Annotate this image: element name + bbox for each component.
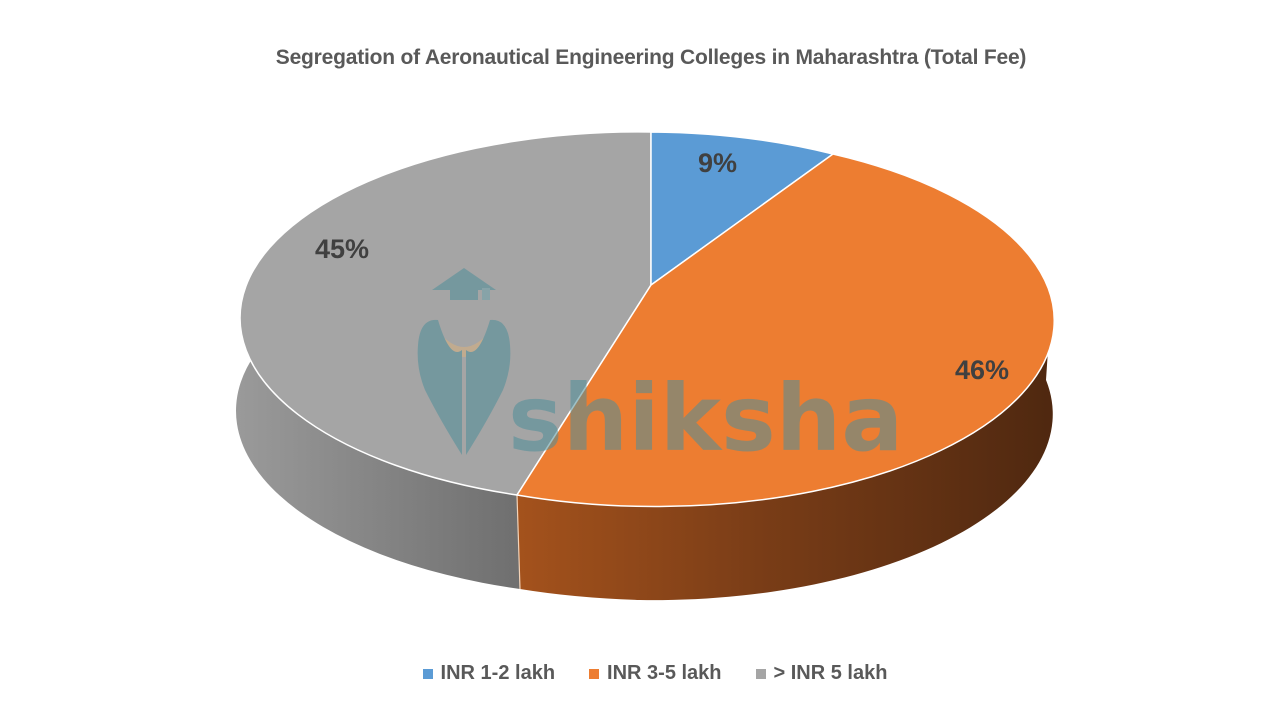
legend-label: INR 3-5 lakh: [607, 662, 722, 684]
legend-swatch-blue-icon: [422, 668, 433, 679]
slice-inr-1-2[interactable]: [650, 131, 835, 287]
shiksha-watermark: shiksha: [417, 268, 903, 472]
data-label-inr-1-2: 9%: [698, 148, 737, 178]
legend-item-inr-5-plus[interactable]: > INR 5 lakh: [755, 662, 888, 685]
data-label-inr-5-plus: 45%: [315, 234, 369, 264]
slice-inr-3-5[interactable]: [515, 153, 1055, 508]
chart-title: Segregation of Aeronautical Engineering …: [275, 46, 1027, 69]
legend-swatch-orange-icon: [589, 668, 600, 679]
legend-label: > INR 5 lakh: [773, 662, 888, 684]
watermark-text: shiksha: [508, 365, 903, 472]
data-label-inr-3-5: 46%: [955, 355, 1009, 385]
slice-inr-5-plus[interactable]: [239, 131, 652, 496]
legend-swatch-gray-icon: [755, 668, 766, 679]
slice-wall-inr-3-5: [517, 320, 1053, 601]
pie-side-walls: [236, 320, 1053, 601]
legend-label: INR 1-2 lakh: [440, 662, 556, 684]
legend-item-inr-3-5[interactable]: INR 3-5 lakh: [589, 662, 722, 685]
chart-legend: INR 1-2 lakh INR 3-5 lakh > INR 5 lakh: [0, 662, 1280, 685]
slice-wall-inr-5-plus: [236, 320, 520, 589]
legend-item-inr-1-2[interactable]: INR 1-2 lakh: [422, 662, 556, 685]
graduate-pen-logo-icon: [417, 268, 511, 455]
pie-top-face: [239, 131, 1055, 508]
